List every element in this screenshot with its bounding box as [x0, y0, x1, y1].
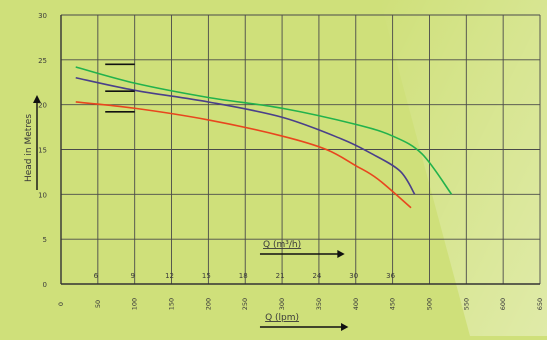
- x-top-arrow-head: [337, 250, 345, 258]
- x-axis-label-top: Q (m³/h): [263, 240, 301, 250]
- x-tick-label-lpm: 150: [168, 298, 176, 310]
- x-tick-label-lpm: 350: [315, 298, 323, 310]
- y-tick-label: 10: [38, 191, 47, 199]
- x-tick-label-lpm: 50: [94, 300, 102, 308]
- y-tick-label: 20: [38, 102, 47, 110]
- y-tick-label: 25: [38, 57, 47, 65]
- y-axis-label: Head in Metres: [24, 114, 34, 182]
- y-label-arrow-head: [33, 95, 41, 103]
- series-line: [75, 66, 453, 195]
- y-tick-label: 30: [38, 12, 47, 20]
- x-tick-label-lpm: 650: [536, 298, 544, 310]
- x-tick-label-m3h: 36: [386, 272, 395, 280]
- x-tick-label-m3h: 24: [312, 272, 321, 280]
- x-tick-label-lpm: 300: [278, 298, 286, 310]
- x-tick-label-lpm: 100: [131, 298, 139, 310]
- x-bottom-arrow-head: [341, 323, 349, 331]
- x-axis-label-bottom: Q (lpm): [265, 313, 299, 323]
- x-tick-label-lpm: 500: [425, 298, 433, 310]
- background-sheen: [380, 0, 547, 336]
- x-tick-label-m3h: 6: [94, 272, 99, 280]
- x-tick-label-lpm: 450: [389, 298, 397, 310]
- x-tick-label-lpm: 200: [204, 298, 212, 310]
- x-tick-label-m3h: 12: [165, 272, 174, 280]
- series-group: [75, 66, 453, 209]
- x-tick-label-lpm: 600: [499, 298, 507, 310]
- x-tick-label-lpm: 550: [462, 298, 470, 310]
- x-tick-label-m3h: 9: [130, 272, 134, 280]
- y-tick-label: 5: [43, 236, 47, 244]
- x-tick-label-lpm: 400: [352, 298, 360, 310]
- x-tick-label-m3h: 21: [276, 272, 285, 280]
- x-tick-label-lpm: 0: [57, 302, 65, 306]
- x-tick-label-m3h: 15: [202, 272, 211, 280]
- x-tick-label-m3h: 18: [239, 272, 248, 280]
- series-line: [75, 101, 412, 209]
- x-tick-label-lpm: 250: [241, 298, 249, 310]
- marker-group: [105, 63, 135, 113]
- y-tick-label: 15: [38, 147, 47, 155]
- labels-group: Head in Metres Q (m³/h) Q (lpm) 0 5 10 15 20…: [24, 12, 544, 323]
- axes: [33, 15, 540, 331]
- series-line: [75, 76, 416, 195]
- x-tick-label-m3h: 30: [349, 272, 358, 280]
- y-tick-label: 0: [43, 281, 47, 289]
